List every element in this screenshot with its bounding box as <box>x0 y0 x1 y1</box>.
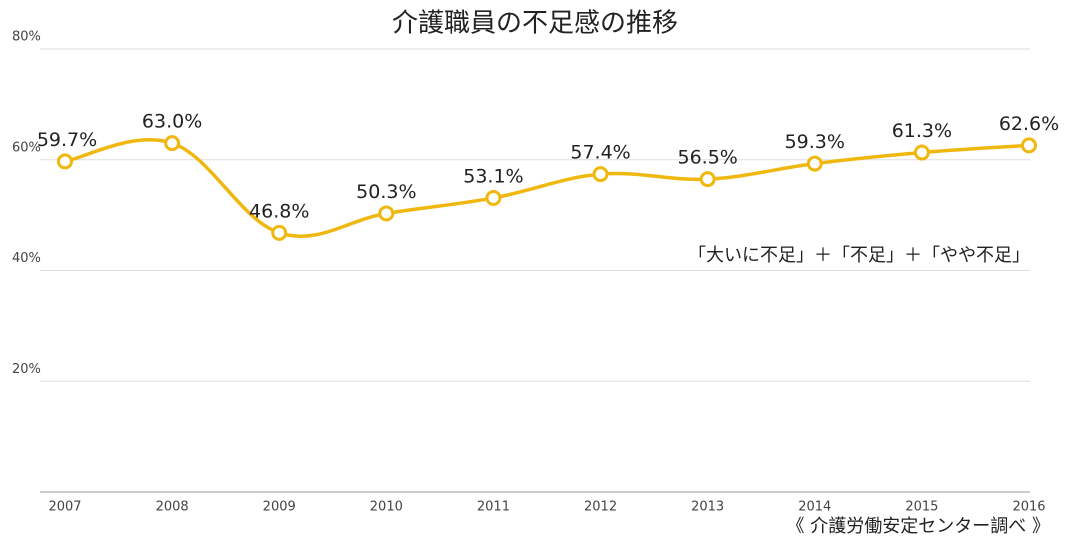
x-tick-label: 2012 <box>584 500 617 515</box>
data-label: 62.6% <box>999 113 1059 135</box>
data-label: 50.3% <box>356 181 416 203</box>
y-tick-label: 40% <box>12 251 41 266</box>
x-tick-label: 2015 <box>905 500 938 515</box>
y-tick-label: 20% <box>12 362 41 377</box>
data-point <box>913 144 930 161</box>
data-point <box>592 166 609 183</box>
data-label: 59.7% <box>37 129 97 151</box>
data-point <box>378 205 395 222</box>
data-label: 63.0% <box>142 111 202 133</box>
x-tick-label: 2013 <box>691 500 724 515</box>
data-label: 46.8% <box>249 200 309 222</box>
data-label: 56.5% <box>677 147 737 169</box>
data-point <box>1021 137 1037 154</box>
data-label: 59.3% <box>785 131 845 153</box>
x-tick-label: 2016 <box>1012 500 1045 515</box>
x-tick-label: 2009 <box>263 500 296 515</box>
data-label: 61.3% <box>892 120 952 142</box>
data-point <box>806 155 823 172</box>
series-label: 「大いに不足」＋「不足」＋「やや不足」 <box>688 245 1030 266</box>
data-point <box>699 171 716 188</box>
x-tick-label: 2011 <box>477 500 510 515</box>
y-tick-label: 60% <box>12 140 41 155</box>
x-tick-label: 2014 <box>798 500 831 515</box>
data-label: 53.1% <box>463 165 523 187</box>
x-tick-label: 2007 <box>48 500 81 515</box>
chart-title: 介護職員の不足感の推移 <box>392 9 678 39</box>
data-point <box>57 153 73 170</box>
data-label: 57.4% <box>570 142 630 164</box>
x-tick-label: 2010 <box>370 500 403 515</box>
data-point <box>164 135 181 152</box>
y-tick-label: 80% <box>12 30 41 45</box>
source-note: 《 介護労働安定センター調べ 》 <box>787 516 1050 537</box>
x-tick-label: 2008 <box>156 500 189 515</box>
data-point <box>271 224 288 241</box>
data-point <box>485 189 502 206</box>
series-line <box>64 138 1030 239</box>
